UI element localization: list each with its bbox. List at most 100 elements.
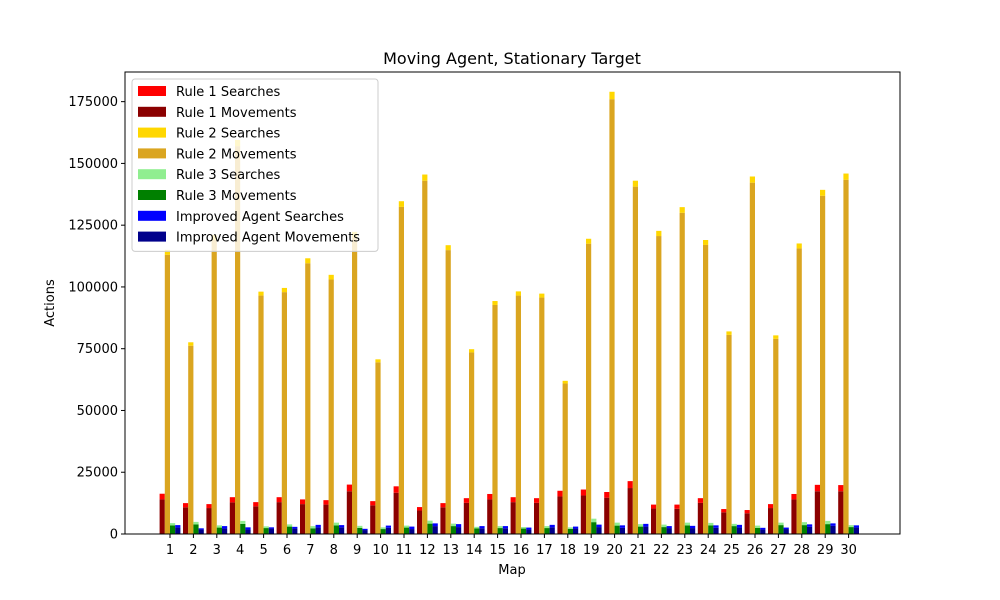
bar-rule-2-searches-map-16 bbox=[515, 291, 521, 296]
bar-rule-1-searches-map-28 bbox=[791, 493, 797, 500]
bar-rule-1-searches-map-18 bbox=[557, 490, 563, 497]
bar-improved-agent-movements-map-7 bbox=[315, 527, 321, 534]
legend-entry: Rule 2 Searches bbox=[176, 127, 280, 142]
bar-rule-1-searches-map-17 bbox=[534, 498, 540, 503]
bar-rule-1-searches-map-29 bbox=[814, 484, 820, 492]
legend-swatch bbox=[138, 190, 166, 200]
bar-rule-3-searches-map-17 bbox=[544, 526, 550, 529]
bar-rule-1-movements-map-22 bbox=[651, 508, 657, 534]
bar-rule-2-movements-map-23 bbox=[679, 212, 685, 534]
bar-rule-2-searches-map-2 bbox=[188, 342, 194, 346]
x-tick-label: 16 bbox=[513, 543, 530, 558]
bar-rule-3-searches-map-1 bbox=[170, 523, 176, 526]
bar-improved-agent-movements-map-26 bbox=[760, 529, 766, 534]
bar-improved-agent-movements-map-10 bbox=[385, 527, 391, 534]
bar-improved-agent-movements-map-16 bbox=[526, 529, 532, 534]
bar-rule-1-movements-map-27 bbox=[768, 508, 774, 534]
bar-rule-1-searches-map-3 bbox=[206, 504, 212, 509]
bar-improved-agent-searches-map-1 bbox=[175, 525, 181, 528]
bar-rule-2-movements-map-14 bbox=[469, 352, 475, 534]
bar-improved-agent-searches-map-3 bbox=[222, 526, 228, 529]
bar-rule-2-movements-map-22 bbox=[656, 236, 662, 534]
bar-rule-2-movements-map-29 bbox=[820, 195, 826, 534]
bar-rule-2-movements-map-21 bbox=[632, 186, 638, 534]
x-tick-label: 30 bbox=[840, 543, 857, 558]
bar-rule-3-movements-map-16 bbox=[521, 528, 527, 534]
bar-rule-3-movements-map-24 bbox=[708, 525, 714, 534]
bar-rule-1-searches-map-25 bbox=[721, 509, 727, 513]
bar-improved-agent-movements-map-27 bbox=[783, 529, 789, 534]
bar-rule-1-searches-map-4 bbox=[229, 497, 235, 503]
bar-rule-3-searches-map-14 bbox=[474, 526, 480, 529]
bar-improved-agent-searches-map-6 bbox=[292, 526, 298, 529]
bar-rule-2-movements-map-7 bbox=[305, 263, 311, 534]
x-tick-label: 23 bbox=[677, 543, 694, 558]
bar-rule-1-movements-map-29 bbox=[814, 491, 820, 534]
bar-rule-2-movements-map-25 bbox=[726, 334, 732, 534]
x-tick-label: 25 bbox=[723, 543, 740, 558]
bar-rule-2-searches-map-11 bbox=[398, 201, 404, 207]
bar-rule-2-searches-map-7 bbox=[305, 258, 311, 264]
bar-rule-2-searches-map-15 bbox=[492, 301, 498, 305]
bar-rule-1-searches-map-19 bbox=[580, 489, 586, 496]
bar-rule-2-searches-map-29 bbox=[820, 189, 826, 196]
bar-rule-3-movements-map-22 bbox=[661, 527, 667, 534]
x-axis-label: Map bbox=[498, 563, 525, 578]
bar-rule-2-movements-map-13 bbox=[445, 250, 451, 535]
bar-rule-1-movements-map-16 bbox=[510, 502, 516, 534]
x-tick-label: 29 bbox=[817, 543, 834, 558]
bar-rule-2-searches-map-28 bbox=[796, 243, 802, 249]
bar-rule-3-movements-map-11 bbox=[404, 527, 410, 534]
bar-rule-1-searches-map-9 bbox=[346, 484, 352, 492]
x-tick-label: 5 bbox=[259, 543, 267, 558]
bar-rule-2-movements-map-3 bbox=[211, 240, 217, 534]
x-tick-label: 8 bbox=[330, 543, 338, 558]
x-tick-label: 11 bbox=[396, 543, 413, 558]
bar-rule-1-movements-map-9 bbox=[346, 491, 352, 534]
bar-rule-3-movements-map-29 bbox=[825, 524, 831, 534]
x-tick-label: 21 bbox=[630, 543, 647, 558]
bar-rule-2-movements-map-4 bbox=[235, 146, 241, 534]
bar-rule-1-searches-map-7 bbox=[300, 499, 306, 505]
bar-rule-2-searches-map-22 bbox=[656, 230, 662, 237]
bar-rule-2-movements-map-12 bbox=[422, 180, 428, 535]
bar-rule-3-searches-map-23 bbox=[684, 522, 690, 526]
x-tick-label: 28 bbox=[794, 543, 811, 558]
bar-improved-agent-movements-map-13 bbox=[456, 527, 462, 534]
y-tick-label: 0 bbox=[110, 528, 118, 543]
bar-rule-1-searches-map-23 bbox=[674, 504, 680, 509]
bar-improved-agent-searches-map-28 bbox=[807, 524, 813, 527]
bar-improved-agent-searches-map-2 bbox=[198, 528, 204, 530]
bar-rule-3-movements-map-14 bbox=[474, 528, 480, 534]
bar-rule-1-searches-map-1 bbox=[159, 493, 165, 500]
bar-rule-3-movements-map-8 bbox=[333, 525, 339, 534]
y-axis: 0 25000 50000 75000 100000 125000 150000 175000 bbox=[68, 95, 125, 543]
bar-rule-3-searches-map-3 bbox=[216, 525, 222, 528]
bar-improved-agent-movements-map-12 bbox=[432, 526, 438, 534]
bar-rule-1-searches-map-26 bbox=[744, 510, 750, 514]
bar-rule-1-movements-map-26 bbox=[744, 513, 750, 534]
bar-rule-3-searches-map-28 bbox=[801, 522, 807, 526]
bar-rule-2-movements-map-30 bbox=[843, 179, 849, 534]
bar-rule-3-movements-map-13 bbox=[450, 526, 456, 534]
bar-rule-1-searches-map-10 bbox=[370, 501, 376, 506]
bar-rule-3-searches-map-22 bbox=[661, 524, 667, 528]
bar-improved-agent-movements-map-14 bbox=[479, 528, 485, 534]
bar-improved-agent-movements-map-5 bbox=[268, 528, 274, 534]
x-tick-label: 10 bbox=[372, 543, 389, 558]
bar-improved-agent-movements-map-1 bbox=[175, 527, 181, 534]
bar-rule-2-searches-map-19 bbox=[586, 238, 592, 244]
bar-rule-3-movements-map-2 bbox=[193, 524, 199, 534]
bar-rule-2-searches-map-24 bbox=[703, 240, 709, 245]
bar-rule-1-movements-map-10 bbox=[370, 505, 376, 534]
bar-rule-1-movements-map-8 bbox=[323, 504, 329, 534]
bar-rule-1-searches-map-13 bbox=[440, 503, 446, 508]
bar-improved-agent-searches-map-27 bbox=[783, 527, 789, 530]
bar-rule-2-movements-map-26 bbox=[749, 182, 755, 534]
bar-rule-3-movements-map-19 bbox=[591, 522, 597, 534]
bar-rule-1-movements-map-7 bbox=[300, 504, 306, 534]
bar-improved-agent-searches-map-25 bbox=[736, 524, 742, 528]
bar-improved-agent-movements-map-21 bbox=[643, 526, 649, 534]
bar-rule-1-searches-map-16 bbox=[510, 497, 516, 503]
